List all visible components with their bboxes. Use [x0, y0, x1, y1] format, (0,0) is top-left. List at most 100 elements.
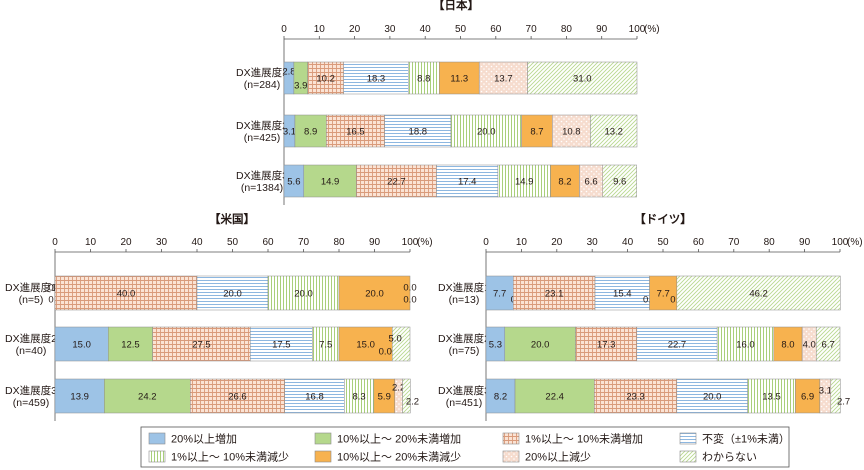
bar-segment: [312, 326, 340, 362]
data-label: 20.0: [294, 289, 313, 300]
data-label: 13.7: [494, 74, 513, 85]
bar-segment: [450, 114, 522, 148]
data-label: 20.0: [531, 340, 550, 351]
bar-segment: [54, 378, 105, 414]
panel-2: 【ドイツ】 0 10 20 30 40 50 60 70 80 90 100(%) DX進展度1(n=1…: [438, 213, 863, 421]
unit-label: (%): [847, 237, 863, 248]
category-n-label: (n=284): [244, 79, 280, 91]
x-tick-label: 10: [85, 237, 97, 248]
bar-segment: [439, 61, 480, 95]
x-tick-label: 100: [832, 237, 849, 248]
bar-segment: [408, 61, 440, 95]
x-tick-label: 50: [455, 24, 467, 35]
category-n-label: (n=451): [446, 397, 482, 409]
category-n-label: (n=40): [16, 345, 47, 357]
legend-swatch: [502, 432, 520, 445]
data-label: 23.3: [626, 392, 645, 403]
x-tick-label: 80: [561, 24, 573, 35]
data-label: 24.2: [138, 392, 157, 403]
data-label: 3.1: [283, 127, 296, 138]
data-label: 15.0: [356, 340, 375, 351]
data-label: 6.9: [801, 392, 814, 403]
x-tick-label: 40: [420, 24, 432, 35]
data-label: 15.0: [72, 340, 91, 351]
x-tick-label: 70: [728, 237, 740, 248]
panels-layer: 【日本】0 10 20 30 40 50 60 70 80 90 100(%)DX進展度1(n=28…: [5, 0, 863, 421]
bar-segment: [497, 164, 551, 198]
legend-swatch: [679, 432, 697, 445]
data-label: 7.5: [319, 340, 332, 351]
legend-swatch: [148, 450, 166, 463]
legend-label: 1%以上～ 10%未満減少: [171, 450, 289, 464]
category-label: DX進展度1: [236, 66, 288, 79]
bar-segment: [594, 378, 678, 414]
data-label: 27.5: [192, 340, 211, 351]
bar-segment: [436, 164, 499, 198]
bar-segment: [552, 114, 591, 148]
x-tick-label: 20: [120, 237, 132, 248]
x-tick-label: 70: [298, 237, 310, 248]
data-label: 17.3: [597, 340, 616, 351]
data-label: 3.9: [294, 81, 307, 92]
panel-title: 【日本】: [433, 0, 479, 12]
bar-segment: [504, 326, 576, 362]
bar-segment: [816, 326, 841, 362]
bar-segment: [384, 114, 452, 148]
data-label: 13.2: [604, 127, 623, 138]
bar-segment: [338, 326, 393, 362]
category-label: DX進展度2: [438, 332, 490, 345]
legend-label: わからない: [702, 451, 757, 464]
data-label: 7.7: [493, 289, 506, 300]
x-tick-label: 40: [191, 237, 203, 248]
bar-segment: [54, 326, 109, 362]
x-tick-label: 100: [629, 24, 646, 35]
bar-segment: [356, 164, 437, 198]
bar-segment: [676, 275, 841, 311]
data-label: 12.5: [121, 340, 140, 351]
category-label: DX進展度2: [236, 119, 288, 132]
x-tick-label: 40: [622, 237, 634, 248]
bar-segment: [830, 378, 841, 414]
legend-label: 10%以上～ 20%未満増加: [337, 433, 461, 446]
legend-label: 1%以上～ 10%未満増加: [525, 433, 643, 446]
data-label: 10.2: [316, 74, 335, 85]
data-label: 8.2: [558, 177, 571, 188]
bar-segment: [307, 61, 344, 95]
data-label: 16.8: [305, 392, 324, 403]
data-label: 6.6: [585, 177, 598, 188]
data-label: 2.2: [406, 397, 419, 408]
data-label: 15.4: [613, 289, 632, 300]
data-label: 18.8: [409, 127, 428, 138]
legend-swatch: [314, 432, 332, 445]
bar-segment: [521, 114, 553, 148]
bar-segment: [326, 114, 385, 148]
bar-segment: [636, 326, 718, 362]
data-label: 13.5: [762, 392, 781, 403]
legend-swatch: [148, 432, 166, 445]
data-label: 22.7: [387, 177, 406, 188]
data-label: 22.7: [668, 340, 687, 351]
x-tick-label: 0: [483, 237, 489, 248]
data-label: 13.9: [70, 392, 89, 403]
x-tick-label: 30: [587, 237, 599, 248]
legend: 20%以上増加 10%以上～ 20%未満増加 1%以上～ 10%未満増加 不変（±1%…: [140, 426, 790, 468]
panel-0: 【日本】 0 10 20 30 40 50 60 70 80 90 100(%) DX進展度1(n=28…: [236, 0, 660, 205]
x-tick-label: 100: [402, 237, 419, 248]
bar-segment: [773, 326, 803, 362]
bar-segment: [152, 326, 251, 362]
legend-label: 20%以上減少: [525, 450, 591, 464]
category-label: DX進展度1: [438, 281, 490, 294]
x-tick-label: 60: [693, 237, 705, 248]
bar-segment: [575, 326, 638, 362]
data-label: 0.0: [403, 283, 416, 294]
category-n-label: (n=5): [19, 294, 44, 306]
bar-segment: [594, 275, 650, 311]
legend-label: 不変（±1%未満）: [702, 432, 790, 446]
data-label: 8.0: [781, 340, 794, 351]
bar-segment: [294, 114, 327, 148]
data-label: 0.0: [403, 295, 416, 306]
bar-segment: [649, 275, 678, 311]
data-label: 46.2: [749, 289, 768, 300]
category-n-label: (n=459): [13, 397, 49, 409]
